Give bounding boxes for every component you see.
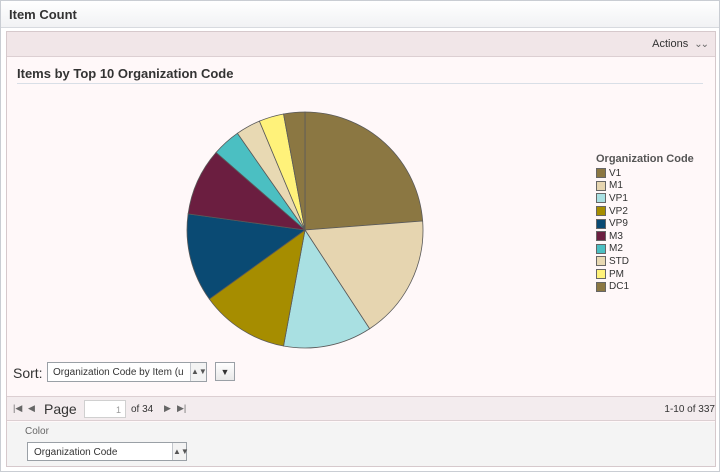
legend-swatch <box>596 256 606 267</box>
legend-swatch <box>596 180 606 191</box>
select-arrows-icon: ▲▼ <box>172 443 189 460</box>
sort-label: Sort: <box>13 365 43 381</box>
legend-swatch <box>596 206 606 217</box>
legend-label: VP2 <box>609 205 628 217</box>
actions-label: Actions <box>652 38 689 50</box>
prev-page-icon[interactable]: ◀ <box>28 403 35 413</box>
pie-slice-vp1[interactable] <box>283 228 371 349</box>
next-page-icon[interactable]: ▶ <box>164 403 171 413</box>
page-count: of 34 <box>131 404 154 415</box>
chart-panel: Actions ⌄⌄ Items by Top 10 Organization … <box>6 31 716 467</box>
legend-label: V1 <box>609 167 622 179</box>
result-range: 1-10 of 337 <box>664 404 715 415</box>
pie-slice-dc1[interactable] <box>283 111 306 231</box>
legend-title: Organization Code <box>596 153 694 165</box>
legend-item-dc1: DC1 <box>596 280 694 293</box>
first-page-icon[interactable]: |◀ <box>13 403 23 413</box>
legend-label: M1 <box>609 180 623 192</box>
pie-slice-v1[interactable] <box>304 111 424 231</box>
color-label: Color <box>25 426 49 437</box>
pie-slice-m1[interactable] <box>304 220 424 330</box>
color-options: Color Organization Code ▲▼ <box>7 422 715 466</box>
legend-item-pm: PM <box>596 268 694 281</box>
legend-label: VP1 <box>609 192 628 204</box>
legend-swatch <box>596 193 606 204</box>
color-select-value: Organization Code <box>34 447 118 458</box>
legend-item-m3: M3 <box>596 230 694 243</box>
actions-bar: Actions ⌄⌄ <box>7 32 715 57</box>
legend-swatch <box>596 281 606 292</box>
chart-legend: Organization Code V1 M1 VP1 VP2 VP9 M3 M2 STD PM… <box>596 153 694 293</box>
legend-label: DC1 <box>609 281 630 293</box>
select-arrows-icon: ▲▼ <box>190 363 206 381</box>
pie-slice-vp2[interactable] <box>208 229 306 347</box>
legend-item-v1: V1 <box>596 167 694 180</box>
legend-label: VP9 <box>609 218 628 230</box>
pie-chart <box>186 111 424 349</box>
legend-label: PM <box>609 268 624 280</box>
page-label: Page <box>44 401 77 417</box>
last-page-icon[interactable]: ▶| <box>177 403 187 413</box>
actions-menu[interactable]: Actions ⌄⌄ <box>652 38 709 50</box>
chart-title: Items by Top 10 Organization Code <box>17 66 234 81</box>
legend-item-m1: M1 <box>596 180 694 193</box>
page-number-input[interactable]: 1 <box>84 400 126 418</box>
legend-swatch <box>596 168 606 179</box>
pager-bar: |◀ ◀ Page 1 of 34 ▶ ▶| 1-10 of 337 <box>7 396 715 421</box>
legend-label: STD <box>609 255 629 267</box>
legend-swatch <box>596 231 606 242</box>
double-chevron-down-icon: ⌄⌄ <box>694 38 709 50</box>
pie-slice-vp9[interactable] <box>186 213 307 300</box>
legend-label: M2 <box>609 243 623 255</box>
legend-swatch <box>596 218 606 229</box>
legend-swatch <box>596 243 606 254</box>
legend-item-vp2: VP2 <box>596 205 694 218</box>
color-select[interactable]: Organization Code ▲▼ <box>27 442 189 461</box>
triangle-down-icon: ▼ <box>220 367 230 377</box>
title-divider <box>17 83 703 84</box>
sort-select-value: Organization Code by Item (u <box>53 367 184 378</box>
window-title: Item Count <box>9 7 77 22</box>
sort-direction-button[interactable]: ▼ <box>215 362 235 381</box>
legend-item-vp9: VP9 <box>596 217 694 230</box>
legend-item-std: STD <box>596 255 694 268</box>
sort-select[interactable]: Organization Code by Item (u ▲▼ <box>47 362 207 382</box>
legend-swatch <box>596 269 606 280</box>
legend-label: M3 <box>609 230 623 242</box>
legend-item-m2: M2 <box>596 243 694 256</box>
window-titlebar: Item Count <box>1 1 719 28</box>
legend-item-vp1: VP1 <box>596 192 694 205</box>
